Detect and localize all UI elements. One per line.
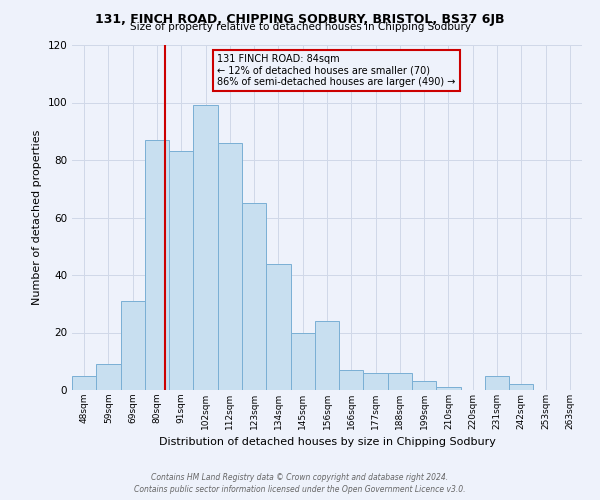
Bar <box>412 382 436 390</box>
Bar <box>436 387 461 390</box>
Bar <box>388 373 412 390</box>
Bar <box>96 364 121 390</box>
Text: 131, FINCH ROAD, CHIPPING SODBURY, BRISTOL, BS37 6JB: 131, FINCH ROAD, CHIPPING SODBURY, BRIST… <box>95 12 505 26</box>
Bar <box>364 373 388 390</box>
Bar <box>315 321 339 390</box>
Text: 131 FINCH ROAD: 84sqm
← 12% of detached houses are smaller (70)
86% of semi-deta: 131 FINCH ROAD: 84sqm ← 12% of detached … <box>217 54 456 87</box>
X-axis label: Distribution of detached houses by size in Chipping Sodbury: Distribution of detached houses by size … <box>158 438 496 448</box>
Bar <box>72 376 96 390</box>
Bar <box>242 203 266 390</box>
Text: Contains HM Land Registry data © Crown copyright and database right 2024.
Contai: Contains HM Land Registry data © Crown c… <box>134 472 466 494</box>
Bar <box>193 106 218 390</box>
Bar <box>509 384 533 390</box>
Bar <box>290 332 315 390</box>
Bar <box>121 301 145 390</box>
Bar <box>145 140 169 390</box>
Text: Size of property relative to detached houses in Chipping Sodbury: Size of property relative to detached ho… <box>130 22 470 32</box>
Bar <box>266 264 290 390</box>
Bar <box>485 376 509 390</box>
Bar <box>339 370 364 390</box>
Y-axis label: Number of detached properties: Number of detached properties <box>32 130 42 305</box>
Bar <box>169 152 193 390</box>
Bar <box>218 143 242 390</box>
